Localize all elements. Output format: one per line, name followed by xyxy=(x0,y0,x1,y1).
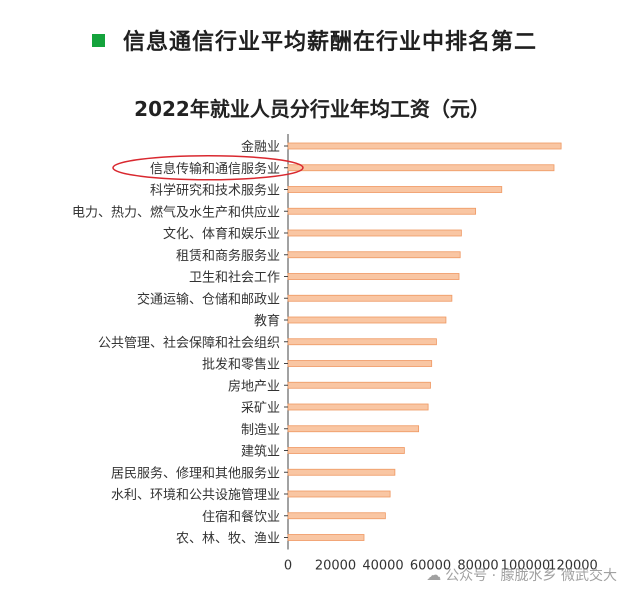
x-tick-label: 60000 xyxy=(410,559,451,574)
headline: 信息通信行业平均薪酬在行业中排名第二 xyxy=(92,24,537,56)
y-tick-label: 信息传输和通信服务业 xyxy=(150,161,280,177)
bar xyxy=(287,447,405,454)
bar xyxy=(287,186,503,193)
y-tick-label: 交通运输、仓储和邮政业 xyxy=(137,291,280,307)
y-tick-label: 居民服务、修理和其他服务业 xyxy=(111,465,280,481)
y-tick-label: 文化、体育和娱乐业 xyxy=(163,226,280,242)
watermark-text: 公众号 · 朦胧水乡 微武交大 xyxy=(445,568,617,584)
y-tick-label: 房地产业 xyxy=(228,378,280,394)
y-tick-label: 卫生和社会工作 xyxy=(189,270,280,286)
bar xyxy=(287,164,555,172)
y-tick-label: 教育 xyxy=(254,313,280,329)
bar xyxy=(287,534,365,541)
y-tick-label: 住宿和餐饮业 xyxy=(202,509,280,525)
x-tick-label: 0 xyxy=(284,559,292,574)
bar xyxy=(287,251,461,259)
bar xyxy=(287,425,420,433)
y-tick-label: 电力、热力、燃气及水生产和供应业 xyxy=(72,204,280,220)
y-tick-label: 水利、环境和公共设施管理业 xyxy=(111,488,280,503)
bar xyxy=(287,273,460,280)
x-tick-label: 80000 xyxy=(457,559,498,574)
y-tick-label: 公共管理、社会保障和社会组织 xyxy=(98,335,280,351)
y-tick-label: 建筑业 xyxy=(241,444,280,460)
x-tick-label: 100000 xyxy=(501,559,551,574)
watermark: ☁ 公众号 · 朦胧水乡 微武交大 xyxy=(426,565,617,585)
y-tick-label: 采矿业 xyxy=(241,401,280,416)
bar xyxy=(287,316,447,324)
bar xyxy=(287,468,396,476)
bar xyxy=(287,338,437,346)
x-tick-label: 120000 xyxy=(548,559,598,574)
bullet-square-icon xyxy=(92,33,105,47)
x-tick-label: 40000 xyxy=(362,559,403,574)
bar xyxy=(287,294,453,302)
bar xyxy=(287,490,391,498)
bar xyxy=(287,512,386,520)
chart-title: 2022年就业人员分行业年均工资（元） xyxy=(134,97,490,121)
bar xyxy=(287,142,562,150)
y-tick-label: 农、林、牧、渔业 xyxy=(176,532,280,547)
wechat-icon: ☁ xyxy=(426,566,442,584)
y-tick-label: 金融业 xyxy=(241,139,280,155)
bar xyxy=(287,403,429,411)
bar xyxy=(287,229,462,237)
x-tick-label: 20000 xyxy=(315,559,356,574)
highlight-ellipse xyxy=(112,155,304,181)
bar xyxy=(287,360,433,367)
y-tick-label: 制造业 xyxy=(241,423,280,438)
y-tick-label: 批发和零售业 xyxy=(202,357,280,373)
headline-text: 信息通信行业平均薪酬在行业中排名第二 xyxy=(123,30,538,55)
bar xyxy=(287,381,431,389)
y-tick-label: 租赁和商务服务业 xyxy=(176,248,280,264)
y-tick-label: 科学研究和技术服务业 xyxy=(150,183,280,199)
bar xyxy=(287,207,477,215)
